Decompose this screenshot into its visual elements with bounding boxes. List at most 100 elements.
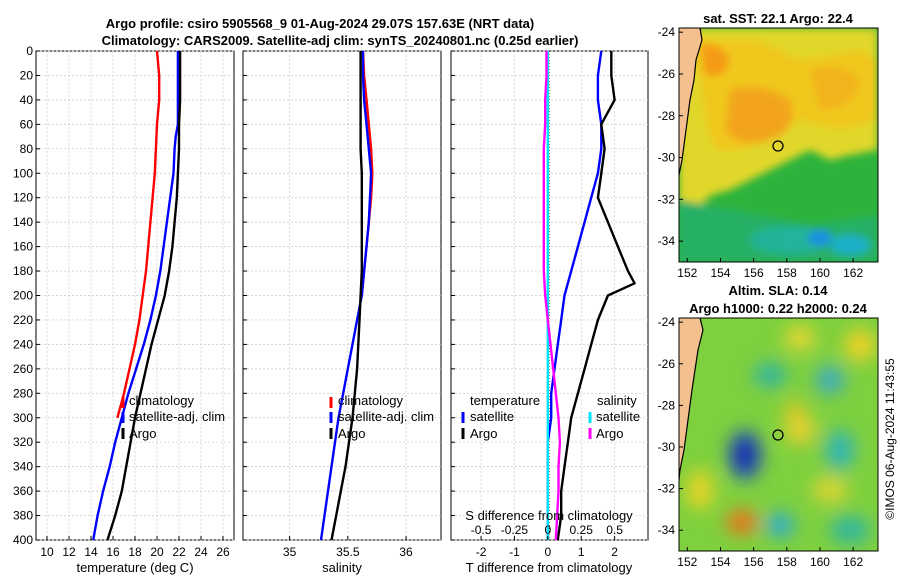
y-tick-label: 100 [13, 166, 33, 180]
y-tick-label: 340 [13, 460, 33, 474]
y-tick-label: 160 [13, 240, 33, 254]
sst-map-panel: sat. SST: 22.1 Argo: 22.4 152 154 156 158 16… [658, 11, 879, 280]
sst-coastline [679, 28, 703, 176]
y-tick-label: 40 [20, 93, 34, 107]
map-lon-label: 154 [710, 266, 730, 280]
map-lon-label: 152 [677, 266, 697, 280]
map-lon-label: 162 [843, 555, 863, 569]
map-lat-label: -26 [658, 357, 676, 371]
legend-label-argo: Argo [129, 426, 156, 441]
legend-label-satellite: satellite-adj. clim [129, 409, 225, 424]
legend-label-s-argo: Argo [596, 426, 623, 441]
legend-title-salinity: salinity [597, 393, 637, 408]
x-tick-label: -1 [509, 545, 520, 559]
y-tick-label: 380 [13, 509, 33, 523]
difference-top-xlabel: S difference from climatology [465, 508, 633, 523]
y-tick-label: 20 [20, 68, 34, 82]
map-lon-label: 158 [777, 266, 797, 280]
x-tick-label: -2 [476, 545, 487, 559]
sst-field-patches [679, 28, 878, 262]
temperature-xlabel: temperature (deg C) [76, 560, 193, 575]
y-tick-label: 400 [13, 533, 33, 547]
salinity-legend: climatology satellite-adj. clim Argo [329, 393, 434, 441]
temperature-panel: 10 12 14 16 18 20 22 24 260204060801001201401601… [13, 44, 235, 575]
temperature-legend: climatology satellite-adj. clim Argo [121, 393, 225, 441]
difference-legend-temperature: temperature satellite Argo [461, 393, 540, 441]
temperature-lines [92, 50, 182, 541]
sst-field [679, 28, 878, 262]
top-tick-label: -0.5 [471, 523, 492, 537]
sla-map-title-line2: Argo h1000: 0.22 h2000: 0.24 [689, 301, 868, 316]
series-line-s-argo [542, 51, 562, 541]
map-lat-label: -30 [658, 151, 676, 165]
y-tick-label: 200 [13, 289, 33, 303]
difference-top-ticks: -0.5 -0.25 0 0.25 0.5 [471, 523, 624, 537]
y-tick-label: 60 [20, 117, 34, 131]
x-tick-label: 22 [172, 545, 186, 559]
y-tick-label: 220 [13, 313, 33, 327]
map-lon-label: 154 [710, 555, 730, 569]
sla-map-panel: Altim. SLA: 0.14 Argo h1000: 0.22 h2000:… [658, 283, 879, 569]
salinity-panel: 35 35.5 36 salinity climatology satellite-… [242, 50, 442, 575]
legend-label-satellite: satellite-adj. clim [338, 409, 434, 424]
map-lon-label: 160 [810, 266, 830, 280]
x-tick-label: 14 [84, 545, 98, 559]
y-tick-label: 320 [13, 435, 33, 449]
sla-map-ticks: 152 154 156 158 160 162 -24 -26 -28 -30 -32 -34 [658, 315, 864, 569]
map-lon-label: 152 [677, 555, 697, 569]
map-lat-label: -26 [658, 67, 676, 81]
x-tick-label: 18 [128, 545, 142, 559]
temperature-ticks: 10 12 14 16 18 20 22 24 260204060801001201401601… [13, 44, 230, 559]
sst-map-title: sat. SST: 22.1 Argo: 22.4 [703, 11, 854, 26]
series-line-t-argo [556, 51, 636, 541]
sst-map-ticks: 152 154 156 158 160 162 -24 -26 -28 -30 -32 -34 [658, 25, 864, 280]
map-lon-label: 156 [744, 555, 764, 569]
map-lat-label: -32 [658, 482, 676, 496]
y-tick-label: 80 [20, 142, 34, 156]
top-tick-label: 0 [544, 523, 551, 537]
y-tick-label: 240 [13, 337, 33, 351]
y-tick-label: 300 [13, 411, 33, 425]
map-lat-label: -24 [658, 315, 676, 329]
x-tick-label: 10 [40, 545, 54, 559]
x-tick-label: 35 [283, 545, 297, 559]
sla-field [679, 318, 878, 551]
series-line-climatology [116, 50, 161, 419]
map-lat-label: -24 [658, 25, 676, 39]
y-tick-label: 140 [13, 215, 33, 229]
y-tick-label: 280 [13, 386, 33, 400]
y-tick-label: 360 [13, 484, 33, 498]
difference-xlabel: T difference from climatology [466, 560, 633, 575]
x-tick-label: 2 [611, 545, 618, 559]
map-lat-label: -34 [658, 523, 676, 537]
difference-lines [542, 50, 636, 541]
map-lat-label: -28 [658, 398, 676, 412]
x-tick-label: 35.5 [336, 545, 360, 559]
x-tick-label: 16 [106, 545, 120, 559]
y-tick-label: 0 [26, 44, 33, 58]
map-lon-label: 156 [744, 266, 764, 280]
sla-argo-marker [772, 429, 784, 441]
x-tick-label: 1 [578, 545, 585, 559]
series-line-argo [330, 51, 363, 541]
y-tick-label: 120 [13, 191, 33, 205]
figure-title-line2: Climatology: CARS2009. Satellite-adj cli… [102, 33, 579, 48]
y-tick-label: 260 [13, 362, 33, 376]
sla-field-blobs [686, 326, 876, 544]
legend-label-t-satellite: satellite [470, 409, 514, 424]
series-line-argo [106, 51, 182, 541]
x-tick-label: 20 [150, 545, 164, 559]
difference-ticks: -2 -1 0 1 2 [451, 50, 618, 559]
top-tick-label: 0.5 [606, 523, 623, 537]
legend-label-climatology: climatology [129, 393, 195, 408]
map-lat-label: -34 [658, 234, 676, 248]
legend-label-argo: Argo [338, 426, 365, 441]
x-tick-label: 0 [544, 545, 551, 559]
top-tick-label: 0.25 [570, 523, 594, 537]
x-tick-label: 12 [62, 545, 76, 559]
top-tick-label: -0.25 [501, 523, 529, 537]
legend-label-climatology: climatology [338, 393, 404, 408]
sst-map-frame [678, 27, 879, 263]
x-tick-label: 36 [399, 545, 413, 559]
